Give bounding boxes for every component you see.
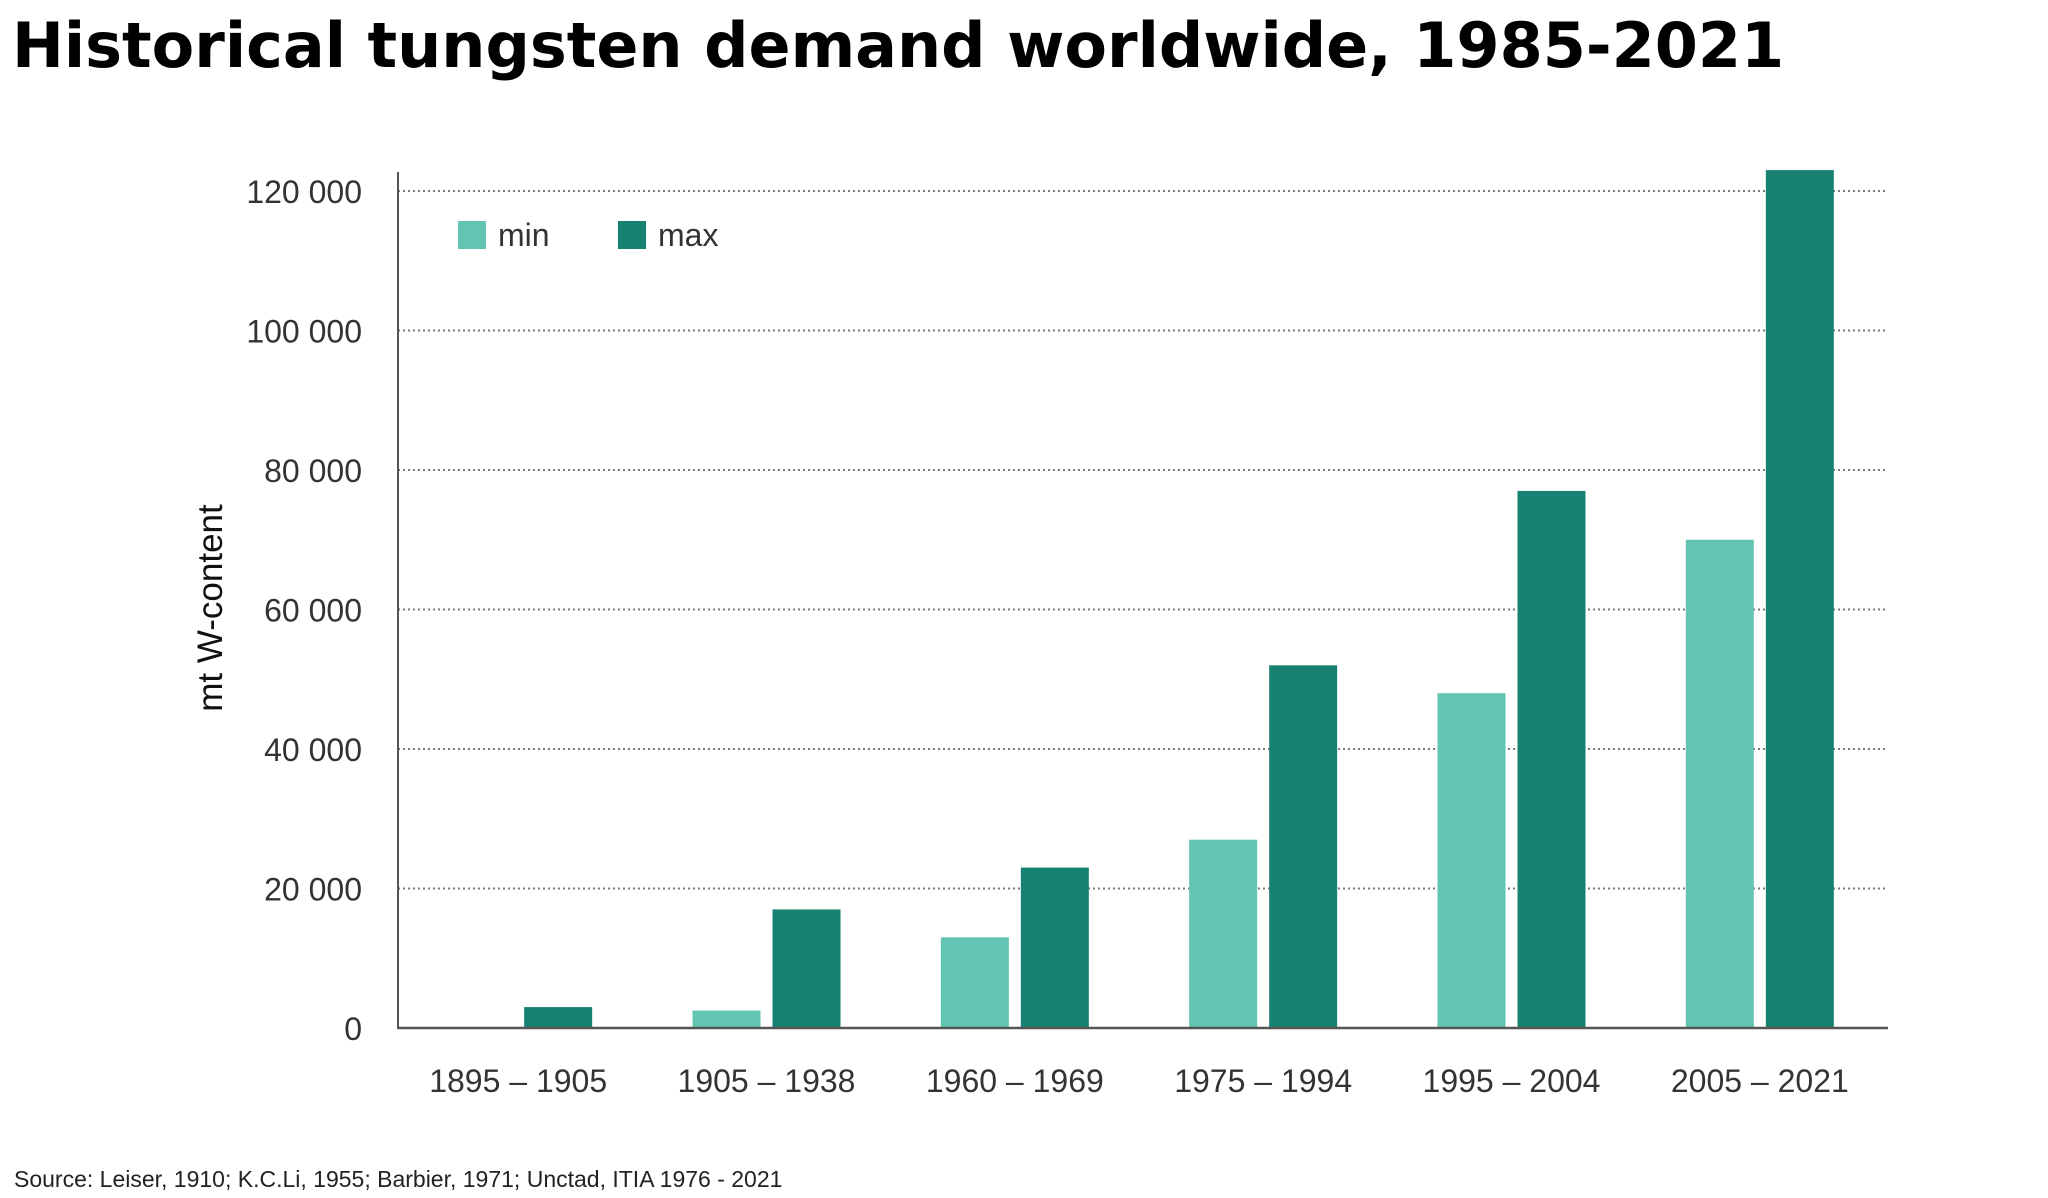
legend-swatch-max	[618, 221, 646, 249]
bar-min	[1437, 693, 1506, 1028]
legend-label-max: max	[658, 217, 718, 253]
bar-max	[1269, 665, 1338, 1028]
y-axis-label: mt W-content	[191, 504, 230, 712]
bar-max	[524, 1007, 593, 1028]
bar-max	[772, 909, 841, 1028]
y-tick-label: 40 000	[264, 732, 362, 768]
y-tick-label: 100 000	[246, 314, 362, 350]
x-tick-label: 1960 – 1969	[926, 1063, 1104, 1099]
axes	[397, 172, 1888, 1030]
legend: min max	[458, 217, 718, 253]
bar-max	[1020, 867, 1089, 1028]
bar-min	[940, 937, 1009, 1028]
bar-max	[1765, 170, 1834, 1028]
x-tick-label: 1995 – 2004	[1423, 1063, 1601, 1099]
x-tick-label: 2005 – 2021	[1671, 1063, 1849, 1099]
y-tick-label: 20 000	[264, 872, 362, 908]
bar-min	[1189, 839, 1258, 1028]
y-tick-label: 80 000	[264, 453, 362, 489]
legend-label-min: min	[498, 217, 550, 253]
y-tick-label: 0	[344, 1011, 362, 1047]
tick-labels: 0 20 000 40 000 60 000 80 000 100 000 120 000 1…	[246, 174, 1848, 1099]
y-tick-label: 120 000	[246, 174, 362, 210]
y-tick-label: 60 000	[264, 593, 362, 629]
page-title: Historical tungsten demand worldwide, 19…	[12, 9, 1785, 82]
x-tick-label: 1905 – 1938	[678, 1063, 856, 1099]
x-tick-label: 1895 – 1905	[429, 1063, 607, 1099]
bar-max	[1517, 490, 1586, 1028]
bar-min	[1685, 539, 1754, 1028]
x-tick-label: 1975 – 1994	[1174, 1063, 1352, 1099]
bars	[524, 170, 1834, 1028]
gridlines	[398, 190, 1888, 890]
bar-min	[692, 1010, 761, 1028]
source-note: Source: Leiser, 1910; K.C.Li, 1955; Barb…	[14, 1166, 783, 1192]
legend-swatch-min	[458, 221, 486, 249]
